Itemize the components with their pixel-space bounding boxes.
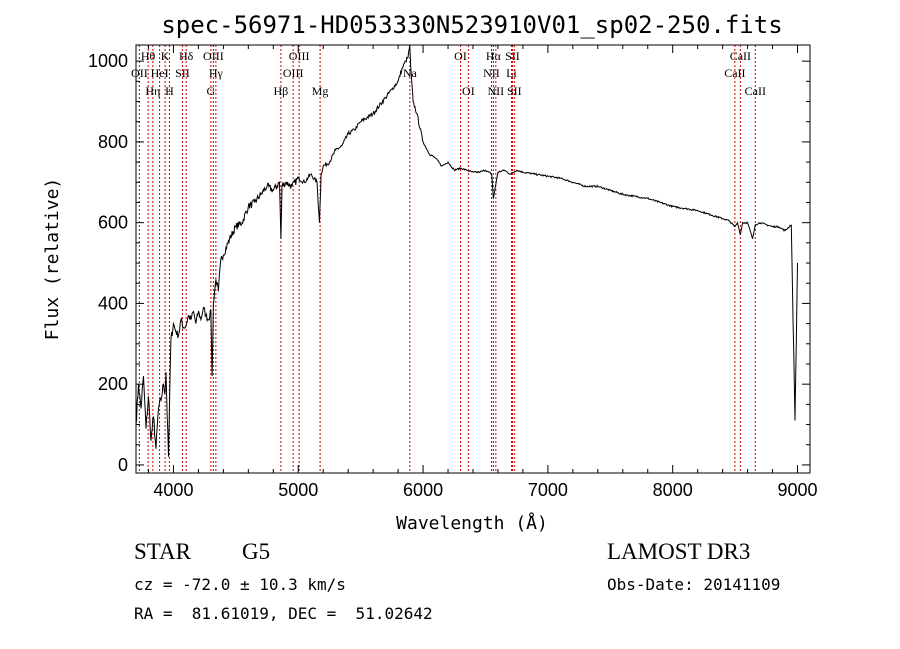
spectral-line-label: SII: [507, 84, 522, 98]
y-tick-label: 800: [98, 132, 128, 152]
spectral-line-label: Hβ: [274, 84, 289, 98]
y-axis-label: Flux (relative): [42, 178, 63, 341]
spectral-line-label: OIII: [203, 49, 224, 63]
spectrum-trace: [135, 44, 798, 457]
x-tick-label: 5000: [278, 480, 318, 500]
x-tick-label: 9000: [777, 480, 817, 500]
spectral-line-label: CaII: [745, 84, 766, 98]
spectral-line-label: Hθ: [141, 49, 156, 63]
x-tick-label: 7000: [528, 480, 568, 500]
spectral-line-label: HeI: [151, 66, 169, 80]
spectral-line-label: Mg: [312, 84, 329, 98]
spectral-line-label: H: [165, 84, 174, 98]
y-tick-label: 1000: [88, 51, 128, 71]
survey-name: LAMOST DR3: [607, 539, 751, 564]
y-tick-label: 600: [98, 213, 128, 233]
observation-date: Obs-Date: 20141109: [607, 575, 781, 594]
spectral-line-label: OI: [462, 84, 475, 98]
axis-ticks-layer: 4000 5000 6000 7000 8000 9000 0 200 400 600 800 100…: [88, 45, 818, 500]
spectral-line-label: NII: [483, 66, 500, 80]
x-axis-label: Wavelength (Å): [396, 512, 548, 534]
spectral-lines-layer: OIIHθHηHeIKHSIIHδGOIIIHγHβOIIIOIIIMgNaOI…: [131, 45, 766, 473]
object-subclass: G5: [242, 539, 271, 564]
chart-title: spec-56971-HD053330N523910V01_sp02-250.f…: [161, 11, 782, 39]
spectral-line-label: Hδ: [179, 49, 194, 63]
spectral-line-label: Li: [506, 66, 517, 80]
x-tick-label: 8000: [653, 480, 693, 500]
y-tick-label: 0: [118, 455, 128, 475]
spectral-line-label: Hγ: [209, 66, 224, 80]
spectral-line-label: Hα: [486, 49, 502, 63]
spectral-line-label: SII: [505, 49, 520, 63]
y-tick-label: 400: [98, 293, 128, 313]
spectral-line-label: CaII: [724, 66, 745, 80]
spectral-line-label: NII: [488, 84, 505, 98]
spectral-line-label: SII: [175, 66, 190, 80]
x-tick-label: 4000: [153, 480, 193, 500]
redshift-cz: cz = -72.0 ± 10.3 km/s: [134, 575, 346, 594]
spectral-line-label: Hη: [145, 84, 160, 98]
spectral-line-label: OIII: [289, 49, 310, 63]
y-tick-label: 200: [98, 374, 128, 394]
spectral-line-label: K: [161, 49, 170, 63]
coordinates: RA = 81.61019, DEC = 51.02642: [134, 604, 433, 623]
x-tick-label: 6000: [403, 480, 443, 500]
spectral-line-label: G: [207, 84, 216, 98]
spectral-line-label: OII: [131, 66, 148, 80]
object-class: STAR: [134, 539, 191, 564]
spectral-line-label: OIII: [283, 66, 304, 80]
spectrum-layer: [135, 44, 798, 457]
spectral-line-label: OI: [454, 49, 467, 63]
spectral-line-label: Na: [403, 66, 418, 80]
plot-frame: [135, 44, 811, 474]
spectral-line-label: CaII: [730, 49, 751, 63]
